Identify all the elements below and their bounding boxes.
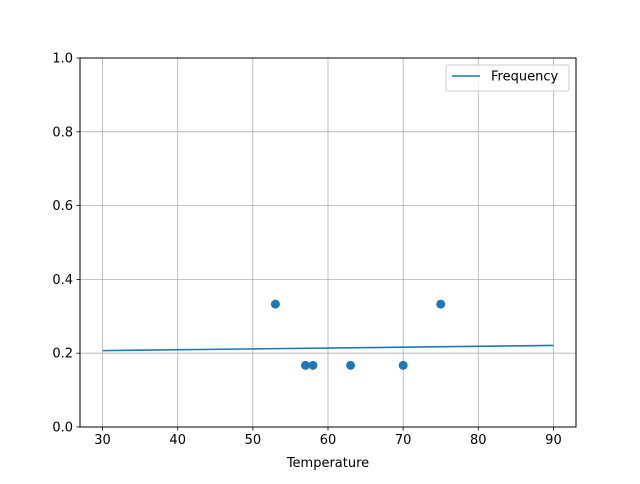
x-tick-label: 60 [320,433,337,448]
legend-label-frequency: Frequency [491,70,558,85]
scatter-point [346,360,356,370]
x-tick-label: 50 [245,433,262,448]
y-tick-label: 0.4 [52,273,73,288]
y-tick-label: 0.2 [52,347,73,362]
legend: Frequency [445,64,570,92]
y-tick-label: 0.8 [52,125,73,140]
x-tick-label: 70 [395,433,412,448]
plot-marks [102,299,554,370]
y-tick-label: 1.0 [52,52,73,67]
frequency-line [102,344,554,352]
x-tick-label: 40 [169,433,186,448]
scatter-point [436,299,446,309]
x-axis-label: Temperature [286,456,369,471]
legend-box [445,64,570,92]
x-tick-label: 90 [545,433,562,448]
x-tick-label: 30 [94,433,111,448]
scatter-point [300,360,310,370]
x-tick-label: 80 [470,433,487,448]
y-tick-label: 0.6 [52,199,73,214]
scatter-point [270,299,280,309]
scatter-point [398,360,408,370]
y-tick-label: 0.0 [52,421,73,436]
scatter-point [308,360,318,370]
ticks: 30 40 50 60 70 80 90 0.0 0.2 0.4 0.6 0.8 1.0 [52,52,561,449]
